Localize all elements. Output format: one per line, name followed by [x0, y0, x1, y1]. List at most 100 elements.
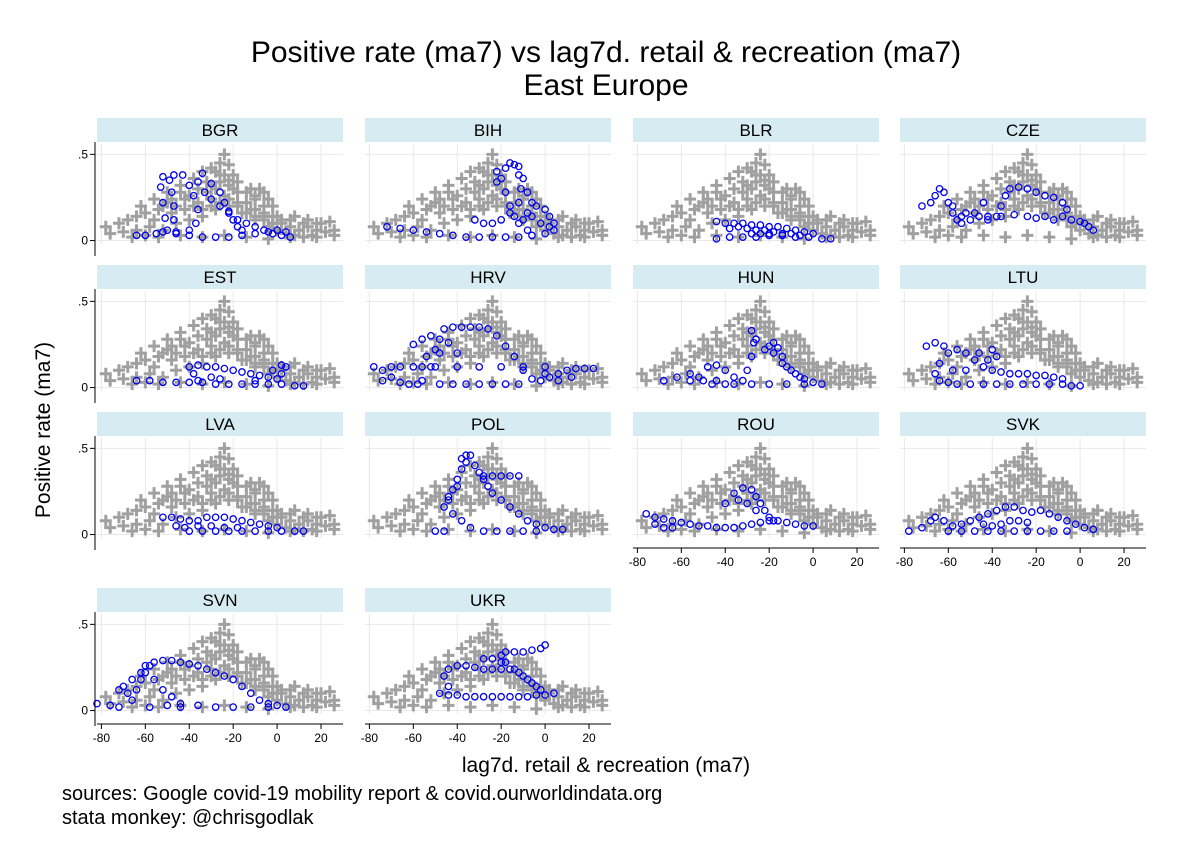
background-point: [824, 210, 837, 223]
background-point: [824, 504, 837, 517]
background-point: [750, 450, 762, 463]
data-point: [251, 376, 259, 385]
data-point: [721, 366, 730, 375]
background-point: [257, 507, 270, 520]
facet-strip: [633, 412, 879, 436]
data-point: [501, 164, 510, 172]
background-point: [675, 206, 688, 219]
data-point: [747, 485, 756, 494]
data-point: [1058, 198, 1067, 207]
background-point: [653, 519, 666, 532]
background-point: [464, 701, 477, 714]
background-point: [525, 360, 538, 373]
x-tick-label: 20: [1117, 555, 1131, 569]
background-point: [990, 319, 1003, 332]
background-point: [534, 217, 547, 230]
background-point: [205, 179, 218, 192]
background-point: [1043, 525, 1056, 538]
background-point: [951, 193, 964, 206]
background-point: [214, 490, 226, 503]
data-point: [224, 380, 233, 388]
background-point: [394, 378, 407, 391]
background-point: [257, 213, 270, 226]
data-point: [1010, 503, 1019, 511]
background-point: [1025, 174, 1038, 187]
data-point: [159, 686, 167, 694]
data-point: [703, 522, 712, 530]
data-point: [238, 368, 246, 376]
data-point: [497, 363, 506, 371]
data-point: [1010, 210, 1019, 219]
background-point: [301, 213, 314, 226]
facet-strip: [97, 412, 343, 436]
background-point: [530, 487, 543, 500]
background-point: [187, 670, 200, 683]
data-point: [128, 696, 136, 705]
data-point: [145, 703, 154, 711]
background-point: [424, 224, 437, 237]
data-point: [115, 686, 123, 694]
y-axis-title: Positive rate (ma7): [32, 342, 55, 518]
data-point: [730, 380, 738, 388]
background-point: [820, 525, 833, 538]
background-point: [438, 511, 451, 524]
data-point: [992, 352, 1001, 361]
data-point: [756, 229, 765, 238]
data-point: [444, 691, 453, 699]
data-point: [528, 231, 536, 240]
background-point: [933, 357, 946, 370]
data-point: [170, 216, 178, 224]
y-tick-label: .5: [78, 617, 88, 631]
background-point: [517, 336, 530, 349]
background-point: [697, 333, 710, 346]
data-point: [497, 496, 506, 504]
background-point: [640, 374, 653, 387]
background-point: [833, 378, 846, 391]
background-point: [587, 519, 600, 532]
data-point: [782, 224, 791, 233]
facet-strip: [97, 118, 343, 142]
background-point: [398, 210, 411, 223]
background-point: [973, 347, 986, 360]
background-point: [968, 353, 981, 366]
background-point: [99, 514, 112, 527]
background-point: [499, 670, 512, 683]
background-point: [741, 326, 754, 339]
background-point: [420, 673, 433, 686]
facet-pol: POL: [365, 412, 611, 539]
data-point: [431, 527, 440, 535]
background-point: [811, 213, 824, 226]
background-point: [723, 466, 736, 479]
background-point: [754, 148, 767, 161]
background-point: [398, 518, 411, 531]
background-point: [754, 295, 767, 308]
data-point: [782, 380, 791, 388]
data-point: [984, 216, 992, 224]
background-point: [517, 659, 530, 672]
data-point: [984, 212, 992, 221]
background-point: [1060, 333, 1073, 346]
data-point: [418, 335, 426, 344]
background-point: [1052, 483, 1065, 496]
background-point: [214, 626, 226, 639]
background-point: [1017, 450, 1029, 463]
background-point: [750, 156, 762, 169]
data-point: [238, 682, 246, 691]
data-point: [167, 656, 176, 665]
data-point: [668, 523, 677, 532]
data-point: [191, 219, 200, 228]
data-point: [264, 373, 273, 382]
data-point: [760, 506, 769, 515]
background-point: [552, 701, 565, 714]
data-point: [194, 205, 202, 214]
data-point: [523, 226, 532, 235]
data-point: [712, 361, 721, 369]
data-point: [238, 226, 246, 235]
background-point: [249, 680, 262, 693]
data-point: [979, 520, 988, 529]
data-point: [475, 363, 484, 371]
background-point: [714, 193, 727, 206]
background-point: [798, 193, 811, 206]
background-point: [214, 303, 226, 316]
source-note: sources: Google covid-19 mobility report…: [62, 783, 662, 805]
